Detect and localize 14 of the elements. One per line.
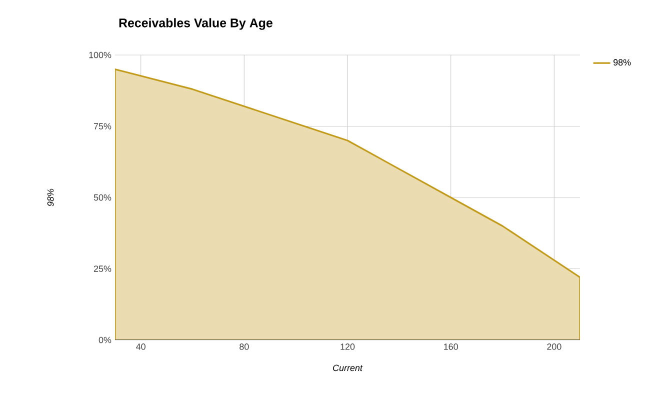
text: 98% <box>614 59 631 66</box>
x-tick-label: 120 <box>340 344 355 350</box>
x-tick-label: 200 <box>547 344 562 350</box>
y-tick-label: 50% <box>94 194 112 201</box>
y-tick-label: 75% <box>94 123 112 130</box>
y-tick-label: 100% <box>89 52 112 58</box>
chart-title: Receivables Value By Age <box>119 18 272 30</box>
x-tick-label: 80 <box>240 344 249 350</box>
x-tick-label: 40 <box>136 344 146 350</box>
y-axis-title: 98% <box>47 188 54 206</box>
y-tick-label: 0% <box>98 336 112 344</box>
x-axis-title: Current <box>333 364 363 372</box>
x-tick-label: 160 <box>444 344 458 350</box>
y-tick-label: 25% <box>94 266 112 272</box>
